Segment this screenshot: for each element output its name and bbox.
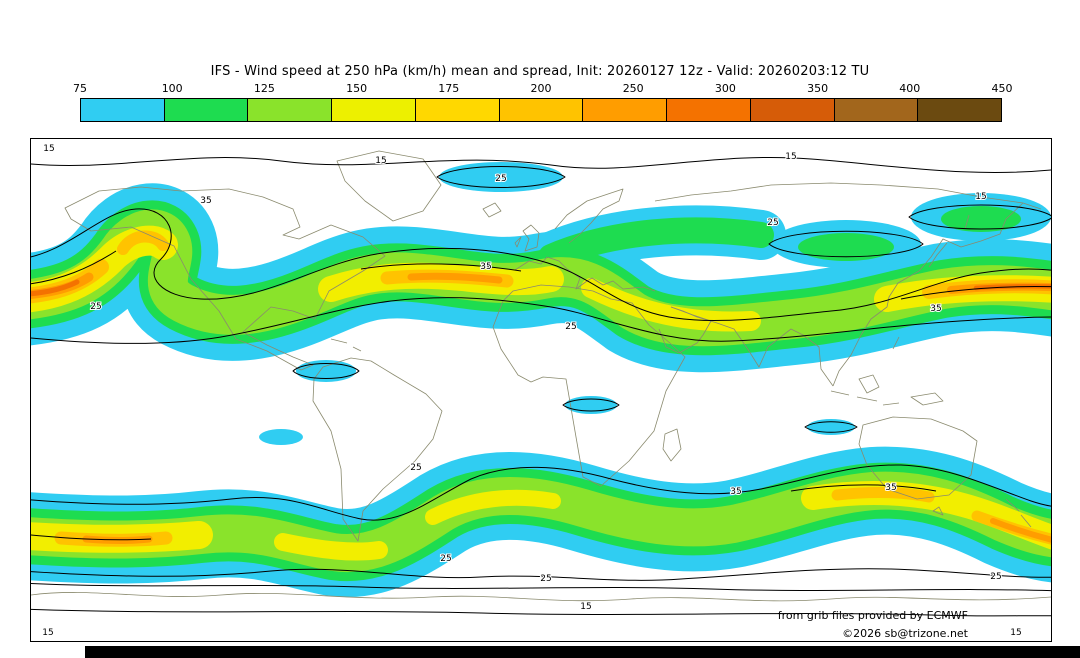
bottom-black-bar [85, 646, 1080, 658]
colorbar-segment [415, 99, 500, 121]
colorbar-segment [750, 99, 835, 121]
colorbar-segment [918, 99, 1002, 121]
contour-label: 15 [375, 156, 386, 166]
colorbar-segment [81, 99, 165, 121]
contour-label: 15 [42, 628, 53, 638]
wind-speed-fill [31, 162, 1051, 597]
coast-iceland [482, 202, 502, 218]
contour-label: 25 [767, 218, 778, 228]
data-source-credit: from grib files provided by ECMWF [777, 609, 968, 622]
contour-label: 25 [495, 174, 506, 184]
contour-label: 15 [1010, 628, 1021, 638]
colorbar [80, 98, 1002, 122]
contour-label: 25 [565, 322, 576, 332]
colorbar-tick-label: 75 [73, 82, 87, 95]
coast-asia-south [670, 306, 834, 387]
map-panel: 15 15 25 15 25 15 35 25 35 25 35 25 35 3… [30, 138, 1052, 642]
coast-africa [492, 284, 686, 487]
contour-label: 25 [990, 572, 1001, 582]
colorbar-tick-label: 400 [899, 82, 921, 95]
contour-label: 35 [930, 304, 941, 314]
colorbar-segment [332, 99, 416, 121]
colorbar-segment [667, 99, 751, 121]
colorbar-segment [499, 99, 584, 121]
coast-asia-east [832, 202, 1024, 387]
contour-label: 35 [730, 487, 741, 497]
contour-label: 25 [410, 463, 421, 473]
colorbar-tick-label: 175 [438, 82, 460, 95]
contour-label: 25 [90, 302, 101, 312]
coast-north-america [64, 186, 386, 371]
colorbar-ticks: 75 100 125 150 175 200 250 300 350 400 450 [73, 82, 1013, 97]
colorbar-tick-label: 250 [622, 82, 644, 95]
coast-british-isles [514, 224, 540, 252]
copyright-credit: ©2026 sb@trizone.net [842, 627, 968, 640]
chart-title: IFS - Wind speed at 250 hPa (km/h) mean … [210, 64, 870, 79]
contour-label: 15 [580, 602, 591, 612]
colorbar-tick-label: 150 [346, 82, 368, 95]
contour-label: 35 [885, 483, 896, 493]
coast-indonesia [830, 374, 944, 406]
contour-label: 15 [43, 144, 54, 154]
contour-label: 15 [975, 192, 986, 202]
contour-labels: 15 15 25 15 25 15 35 25 35 25 35 25 35 3… [41, 143, 1022, 639]
colorbar-segment [248, 99, 333, 121]
spread-contours [31, 156, 1051, 617]
coast-arabia [658, 306, 712, 354]
coast-greenland [336, 150, 442, 222]
coast-antarctica [31, 592, 1051, 602]
coast-asia-arctic [654, 182, 1042, 210]
coastlines [31, 150, 1051, 602]
coast-scandinavia [554, 188, 624, 244]
colorbar-tick-label: 300 [714, 82, 736, 95]
colorbar-tick-label: 350 [807, 82, 829, 95]
coast-caribbean [330, 338, 362, 352]
colorbar-legend: 75 100 125 150 175 200 250 300 350 400 450 [73, 82, 1013, 122]
weather-map-svg: 15 15 25 15 25 15 35 25 35 25 35 25 35 3… [31, 143, 1051, 639]
coast-japan-philippines [892, 214, 970, 350]
contour-label: 35 [200, 196, 211, 206]
colorbar-tick-label: 125 [253, 82, 275, 95]
contour-label: 15 [785, 152, 796, 162]
colorbar-tick-label: 200 [530, 82, 552, 95]
coast-australia-nz [858, 416, 1032, 528]
colorbar-tick-label: 100 [161, 82, 183, 95]
colorbar-segment [164, 99, 249, 121]
contour-label: 35 [480, 262, 491, 272]
colorbar-segment [583, 99, 668, 121]
colorbar-tick-label: 450 [991, 82, 1013, 95]
coast-madagascar [662, 428, 682, 462]
contour-label: 25 [440, 554, 451, 564]
fill-green-patches [798, 206, 1021, 261]
contour-label: 25 [540, 574, 551, 584]
colorbar-segment [834, 99, 919, 121]
coast-south-america [312, 357, 443, 542]
